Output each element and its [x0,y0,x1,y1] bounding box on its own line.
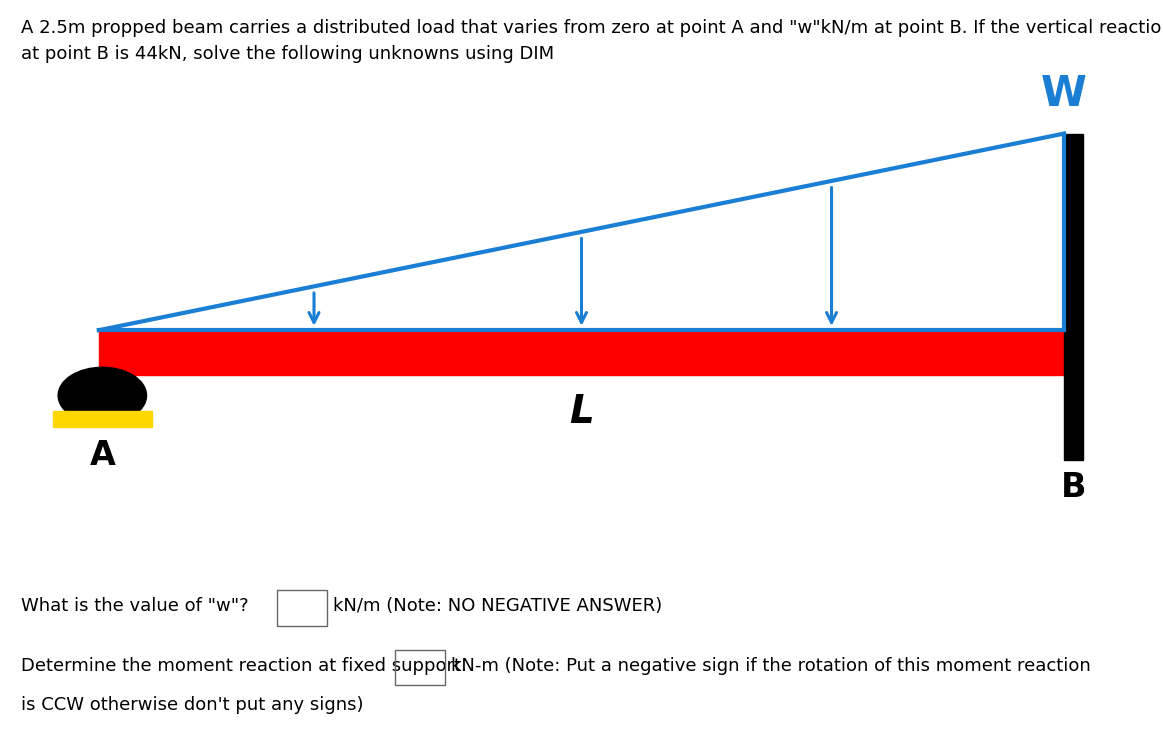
Text: at point B is 44kN, solve the following unknowns using DIM: at point B is 44kN, solve the following … [21,45,554,62]
Text: B: B [1061,471,1086,504]
Text: Determine the moment reaction at fixed support.: Determine the moment reaction at fixed s… [21,657,466,674]
Bar [277,590,327,626]
Text: A: A [90,439,115,471]
Bar [1064,134,1083,460]
Text: What is the value of "w"?: What is the value of "w"? [21,597,249,615]
Circle shape [58,367,147,424]
Text: is CCW otherwise don't put any signs): is CCW otherwise don't put any signs) [21,696,363,714]
Bar [395,649,445,685]
Text: kN-m (Note: Put a negative sign if the rotation of this moment reaction: kN-m (Note: Put a negative sign if the r… [451,657,1091,674]
Text: W: W [1041,73,1087,115]
Bar [53,411,151,427]
Text: A 2.5m propped beam carries a distributed load that varies from zero at point A : A 2.5m propped beam carries a distribute… [21,19,1163,36]
Polygon shape [99,330,1064,375]
Text: kN/m (Note: NO NEGATIVE ANSWER): kN/m (Note: NO NEGATIVE ANSWER) [333,597,662,615]
Text: L: L [569,393,594,431]
